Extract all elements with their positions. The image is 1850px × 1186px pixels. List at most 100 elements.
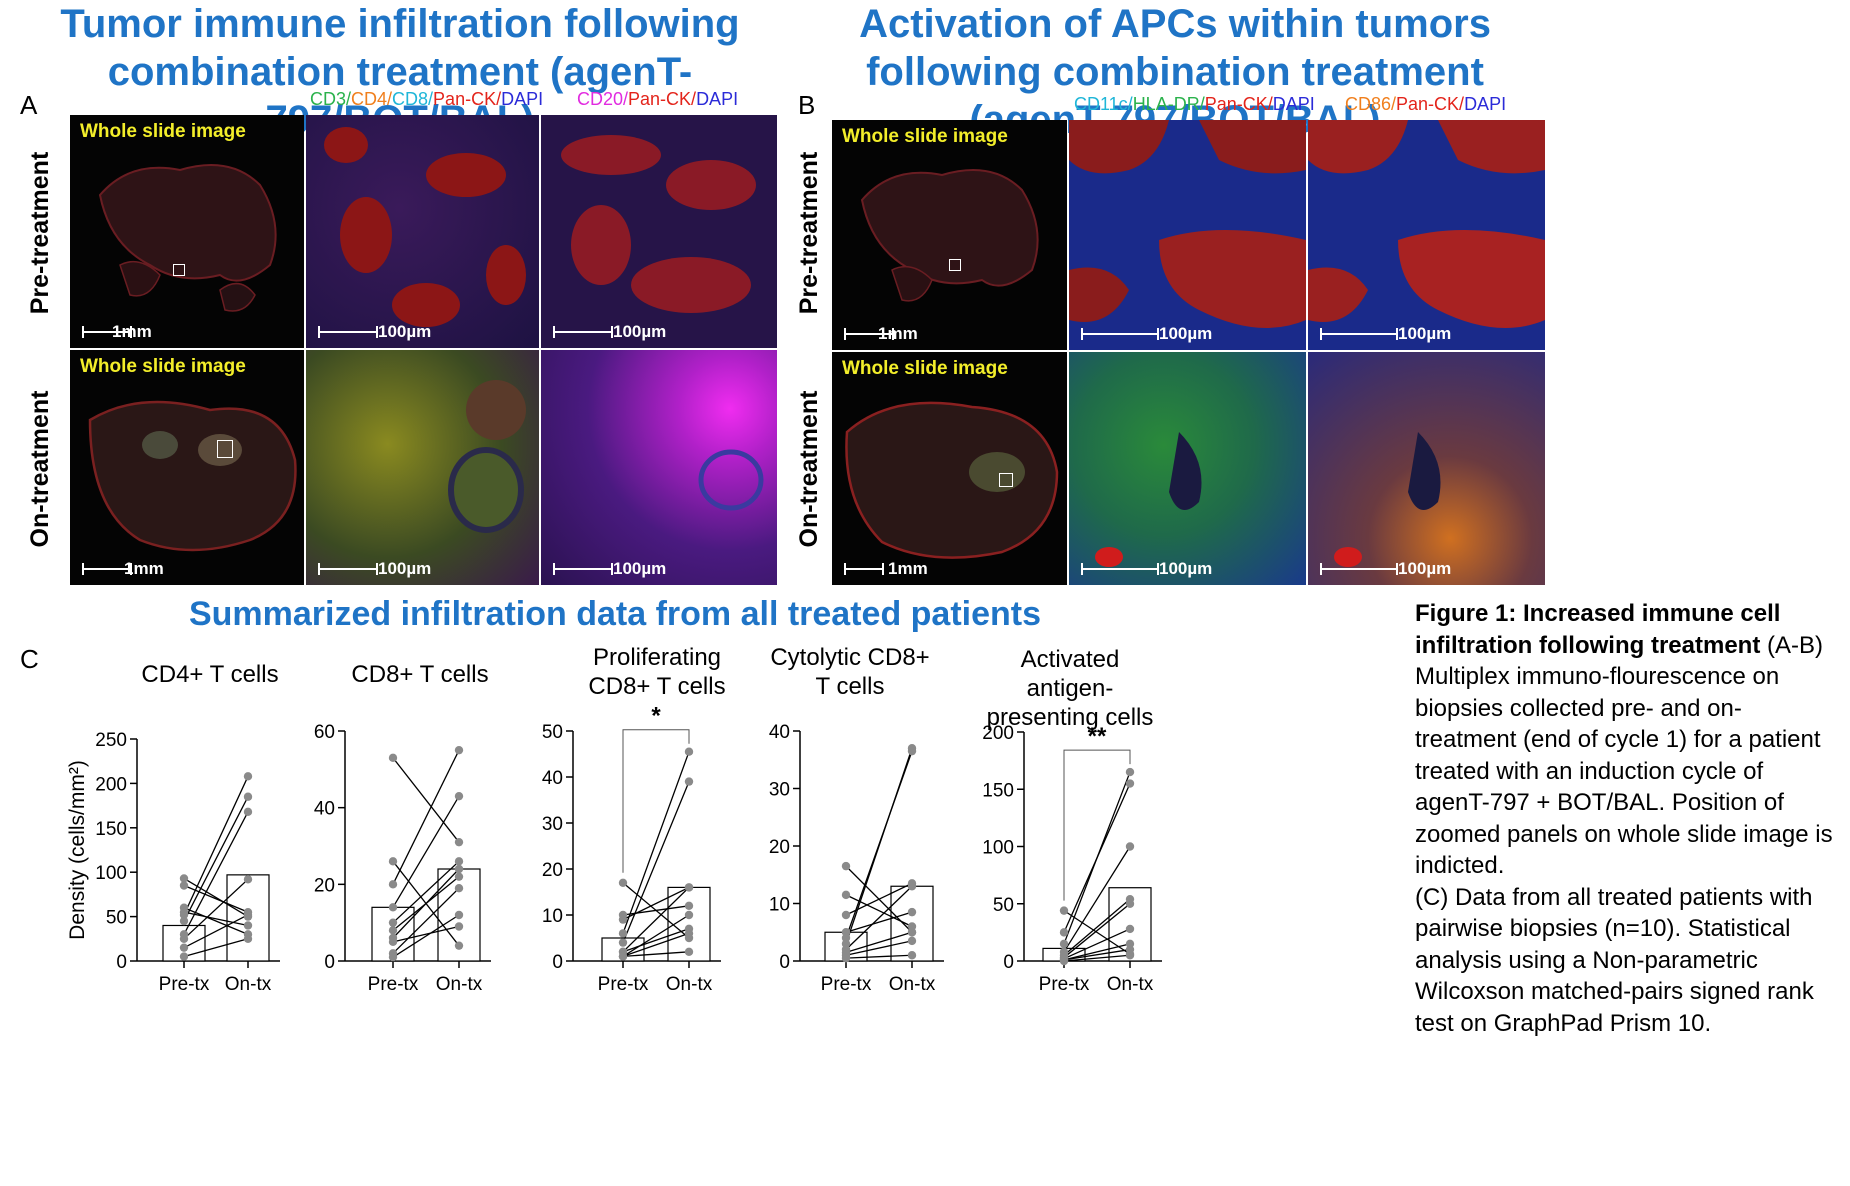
scale-bar — [553, 563, 613, 575]
scale-bar-label: 1mm — [124, 559, 164, 578]
data-point-on — [1125, 842, 1135, 851]
y-tick-label: 150 — [982, 780, 1014, 801]
pair-line — [183, 907, 249, 935]
channel-part: Pan-CK/ — [1396, 94, 1465, 114]
pair-line — [1063, 903, 1131, 959]
data-point-on — [684, 929, 694, 938]
y-axis-label: Density (cells/mm²) — [66, 760, 89, 940]
caption-ab-ref: (A-B) — [1767, 631, 1823, 659]
significance-marker: ** — [1088, 723, 1107, 750]
scale-bar — [318, 563, 378, 575]
data-point-pre — [179, 934, 189, 943]
pair-line — [392, 925, 460, 943]
channel-part: DAPI — [696, 89, 739, 109]
pair-line — [183, 776, 249, 916]
data-point-on — [454, 883, 464, 893]
pair-line — [622, 751, 690, 934]
data-point-on — [454, 922, 464, 931]
row-label-pre-a: Pre-treatment — [26, 151, 54, 315]
pair-line — [622, 951, 690, 958]
channel-part: DAPI — [501, 89, 544, 109]
image-a-pre-whole-slide: Whole slide image 1mm — [70, 115, 304, 348]
y-tick-label: 20 — [542, 860, 563, 881]
y-tick-label: 10 — [769, 895, 790, 916]
x-tick-label: On-tx — [1107, 974, 1154, 995]
x-tick-label: Pre-tx — [598, 974, 649, 995]
scale-bar-label: 1mm — [888, 559, 928, 578]
scale-bar — [82, 326, 132, 338]
scale-bar — [1320, 328, 1398, 340]
data-point-on — [684, 947, 694, 956]
y-tick-label: 0 — [552, 952, 563, 973]
y-tick-label: 20 — [314, 875, 335, 896]
y-tick-label: 30 — [542, 814, 563, 835]
data-point-on — [454, 864, 464, 874]
data-point-pre — [841, 928, 851, 937]
panel-letter-b: B — [798, 90, 816, 120]
roi-box — [173, 264, 185, 276]
roi-box — [999, 473, 1013, 487]
scale-bar-label: 100µm — [378, 322, 432, 341]
data-point-pre — [841, 861, 851, 871]
data-point-on — [243, 807, 253, 817]
data-point-on — [243, 921, 253, 930]
data-point-pre — [388, 937, 398, 947]
y-tick-label: 0 — [116, 952, 127, 973]
roi-box — [217, 440, 233, 458]
y-tick-label: 40 — [769, 722, 790, 743]
image-a-on-whole-slide: Whole slide image 1mm — [70, 350, 304, 585]
data-point-on — [1125, 951, 1135, 960]
channel-part: DAPI — [1464, 94, 1507, 114]
scale-bar-label: 100µm — [1398, 324, 1452, 343]
pair-line — [1063, 948, 1131, 961]
data-point-pre — [618, 952, 628, 961]
data-point-on — [454, 745, 464, 755]
data-point-pre — [618, 915, 628, 924]
pair-line — [183, 811, 249, 935]
x-tick-label: On-tx — [225, 974, 272, 995]
data-point-pre — [179, 874, 189, 883]
pair-line — [1063, 898, 1131, 956]
channel-part: CD8/ — [392, 89, 434, 109]
pair-line — [183, 796, 249, 922]
data-point-on — [243, 875, 253, 884]
chart-title-cd4: CD4+ T cells — [141, 661, 279, 688]
pair-line — [845, 911, 913, 933]
chart-title-cytolytic: Cytolytic CD8+ T cells — [770, 644, 930, 700]
y-tick-label: 30 — [769, 780, 790, 801]
data-point-on — [684, 883, 694, 892]
image-a-on-cd3-cd4-cd8: 100µm — [306, 350, 539, 585]
channel-part: CD11c/ — [1074, 94, 1133, 114]
data-point-on — [907, 928, 917, 937]
channel-part: CD86/ — [1345, 94, 1397, 114]
whole-slide-label: Whole slide image — [842, 126, 1008, 147]
pair-line — [845, 748, 913, 944]
pair-line — [845, 954, 913, 959]
scale-bar — [1320, 563, 1398, 575]
pair-line — [622, 886, 690, 953]
data-point-on — [243, 934, 253, 943]
data-point-on — [1125, 767, 1135, 777]
scale-bar — [82, 563, 132, 575]
pair-line — [1063, 943, 1131, 961]
x-tick-label: On-tx — [436, 974, 483, 995]
channel-part: Pan-CK/ — [628, 89, 697, 109]
data-point-pre — [388, 918, 398, 927]
data-point-pre — [388, 952, 398, 962]
pair-line — [845, 940, 913, 956]
image-b-pre-cd11c-hladr: 100µm — [1069, 120, 1306, 350]
data-point-pre — [388, 753, 398, 763]
pair-line — [845, 931, 913, 953]
channel-label-b2: CD11c/HLA-DR/Pan-CK/DAPI — [1074, 94, 1315, 115]
pair-line — [392, 868, 460, 939]
row-label-pre-b: Pre-treatment — [795, 151, 823, 315]
channel-part: CD4/ — [351, 89, 393, 109]
image-b-on-cd11c-hladr: 100µm — [1069, 352, 1306, 585]
data-point-on — [1125, 899, 1135, 908]
panel-letter-a: A — [20, 90, 38, 120]
x-tick-label: Pre-tx — [368, 974, 419, 995]
caption-c-ref: (C) — [1415, 883, 1449, 911]
pair-line — [845, 894, 913, 928]
chart-title-apc: Activated antigen-presenting cells — [986, 646, 1154, 731]
whole-slide-label: Whole slide image — [842, 358, 1008, 379]
